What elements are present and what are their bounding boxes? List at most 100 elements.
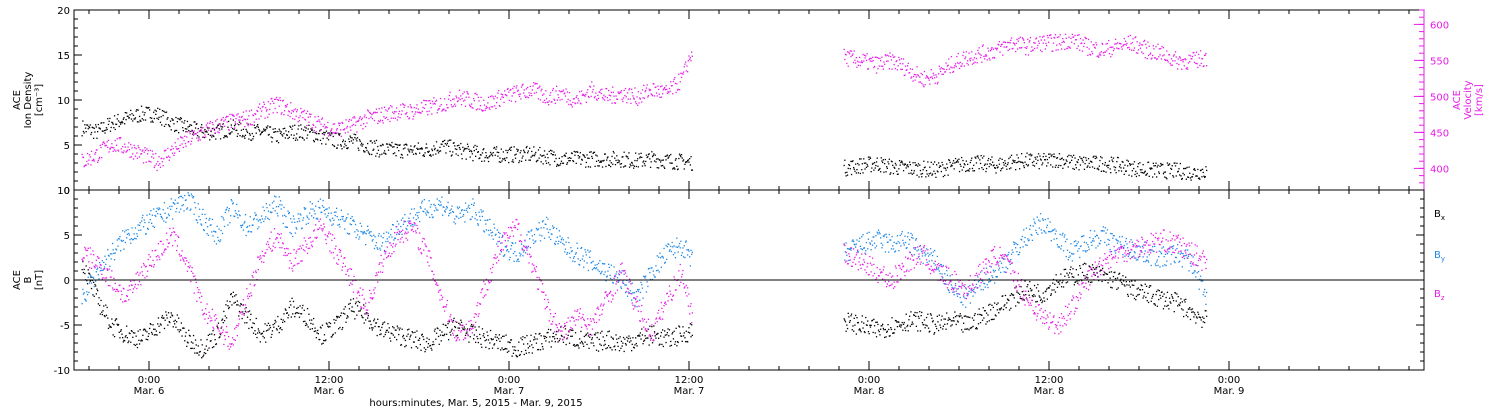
data-point	[218, 128, 220, 130]
data-point	[82, 120, 84, 122]
data-point	[1103, 274, 1105, 276]
data-point	[289, 231, 291, 234]
data-point	[1122, 275, 1124, 277]
data-point	[1013, 42, 1015, 45]
data-point	[442, 140, 444, 142]
data-point	[520, 160, 523, 162]
data-point	[895, 320, 897, 322]
data-point	[965, 170, 967, 173]
data-point	[869, 324, 871, 326]
data-point	[869, 157, 872, 159]
data-point	[336, 317, 338, 319]
data-point	[639, 332, 641, 334]
data-point	[1135, 175, 1138, 178]
data-point	[371, 329, 373, 331]
data-point	[622, 342, 624, 344]
data-point	[579, 342, 581, 344]
data-point	[1025, 47, 1028, 50]
data-point	[517, 89, 519, 91]
data-point	[121, 333, 123, 335]
data-point	[307, 326, 309, 328]
data-point	[526, 335, 528, 337]
data-point	[190, 347, 192, 350]
data-point	[983, 155, 985, 157]
data-point	[949, 318, 951, 321]
data-point	[1162, 173, 1165, 175]
data-point	[989, 163, 991, 165]
data-point	[188, 195, 191, 197]
data-point	[986, 163, 988, 165]
data-point	[90, 164, 92, 166]
data-point	[1076, 280, 1078, 282]
data-point	[458, 144, 460, 146]
data-point	[87, 269, 89, 271]
data-point	[125, 335, 127, 337]
data-point	[402, 104, 405, 106]
data-point	[863, 162, 866, 164]
data-point	[462, 150, 465, 152]
data-point	[264, 117, 266, 119]
data-point	[331, 132, 334, 134]
data-point	[257, 106, 259, 108]
data-point	[402, 157, 404, 159]
data-point	[279, 130, 281, 132]
data-point	[961, 63, 963, 65]
data-point	[409, 148, 411, 151]
data-point	[290, 233, 292, 235]
data-point	[1160, 48, 1162, 50]
data-point	[615, 95, 617, 97]
data-point	[894, 67, 897, 70]
data-point	[1054, 166, 1057, 168]
data-point	[440, 143, 442, 145]
data-point	[1088, 48, 1090, 50]
data-point	[226, 136, 228, 138]
data-point	[938, 65, 940, 67]
data-point	[204, 128, 206, 131]
data-point	[473, 100, 475, 102]
data-point	[547, 101, 549, 103]
data-point	[404, 214, 406, 216]
data-point	[1063, 164, 1065, 166]
data-point	[1096, 168, 1098, 170]
data-point	[1164, 171, 1167, 173]
data-point	[240, 123, 242, 125]
data-point	[271, 211, 273, 213]
data-point	[944, 71, 946, 73]
data-point	[192, 196, 195, 198]
data-point	[354, 231, 356, 233]
data-point	[569, 329, 571, 331]
data-point	[223, 120, 225, 122]
data-point	[1125, 44, 1127, 46]
data-point	[945, 328, 947, 330]
data-point	[255, 127, 257, 129]
data-point	[357, 147, 359, 149]
data-point	[110, 326, 112, 328]
data-point	[686, 161, 688, 163]
data-point	[187, 342, 189, 344]
data-point	[1178, 303, 1180, 306]
data-point	[983, 310, 986, 312]
data-point	[150, 323, 152, 326]
data-point	[867, 331, 870, 333]
data-point	[1065, 37, 1067, 39]
data-point	[583, 94, 585, 96]
data-point	[675, 91, 677, 94]
data-point	[1170, 167, 1172, 170]
data-point	[1111, 53, 1113, 56]
data-point	[1101, 157, 1103, 159]
data-point	[988, 304, 990, 306]
data-point	[972, 170, 974, 172]
data-point	[340, 315, 342, 317]
data-point	[855, 172, 857, 174]
data-point	[417, 142, 419, 144]
data-point	[588, 347, 590, 349]
data-point	[976, 328, 978, 330]
data-point	[596, 155, 598, 157]
data-point	[902, 58, 905, 60]
data-point	[373, 119, 376, 122]
data-point	[873, 318, 875, 320]
data-point	[390, 105, 392, 107]
data-point	[163, 110, 165, 112]
data-point	[896, 326, 899, 328]
data-point	[875, 321, 877, 323]
